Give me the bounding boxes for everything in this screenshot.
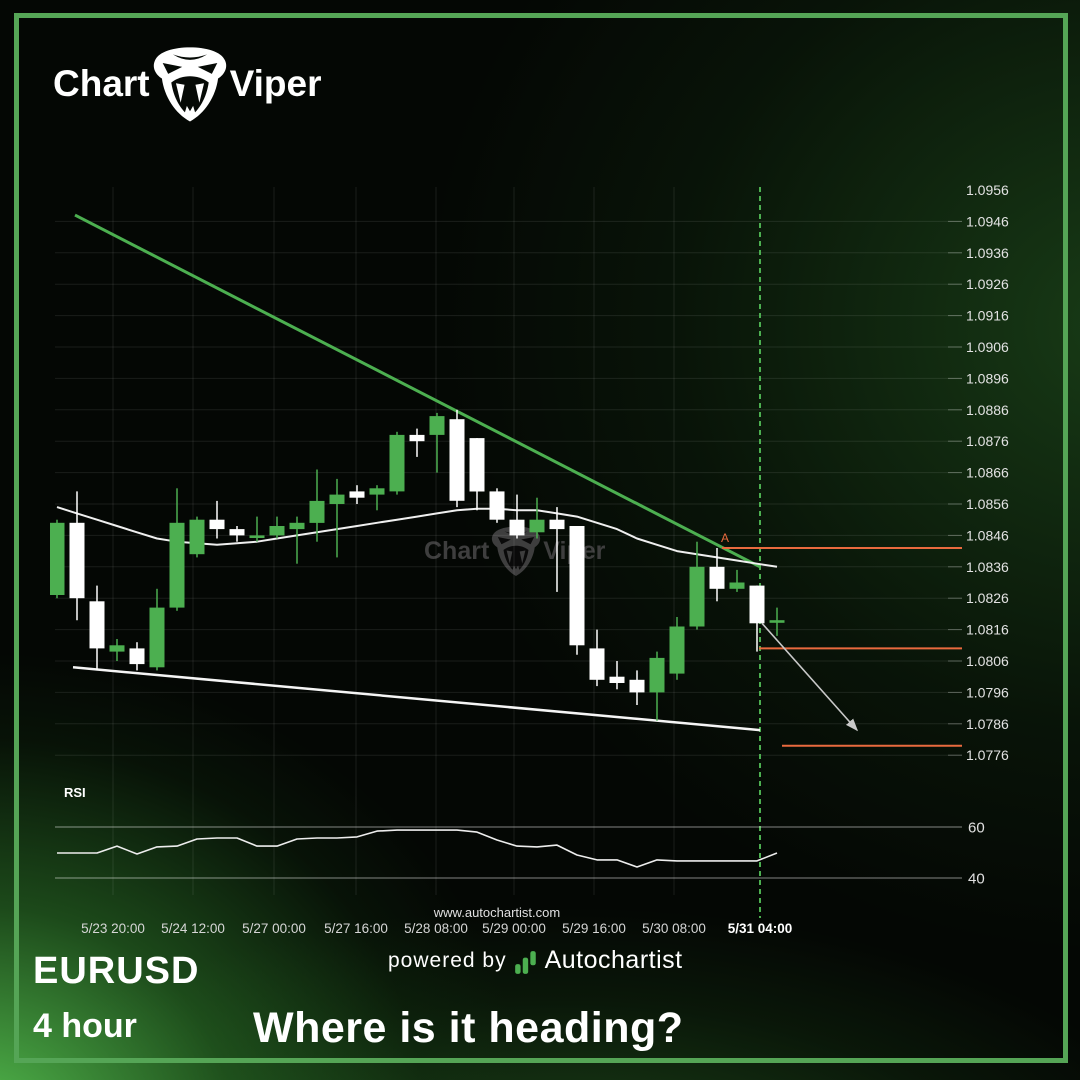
candle-body — [629, 679, 645, 693]
powered-by-text: powered by — [388, 948, 507, 972]
candle-body — [749, 585, 765, 624]
powered-by: powered by Autochartist — [388, 946, 683, 975]
price-axis-label: 1.0926 — [966, 276, 1009, 292]
candle-body — [669, 626, 685, 674]
candle-body — [289, 522, 305, 530]
price-axis-label: 1.0846 — [966, 527, 1009, 543]
candle-body — [249, 535, 265, 538]
candle-body — [189, 519, 205, 555]
candle-body — [409, 434, 425, 442]
trendline-lower-support — [72, 666, 761, 732]
candle-body — [389, 434, 405, 492]
candle-body — [589, 648, 605, 680]
price-axis-label: 1.0856 — [966, 496, 1009, 512]
candle-body — [709, 566, 725, 589]
website-url: www.autochartist.com — [433, 905, 560, 920]
rsi-line — [57, 829, 778, 868]
brand-logo: Chart Viper — [53, 44, 322, 124]
candle-body — [609, 676, 625, 683]
price-axis-label: 1.0836 — [966, 559, 1009, 575]
candle-body — [529, 519, 545, 533]
brand-text-right: Viper — [229, 63, 322, 104]
candle-body — [429, 416, 445, 435]
candle-body — [769, 620, 785, 623]
price-axis-label: 1.0916 — [966, 308, 1009, 324]
candle-body — [349, 491, 365, 498]
candle-body — [109, 645, 125, 652]
price-axis-label: 1.0786 — [966, 716, 1009, 732]
time-axis-label: 5/29 00:00 — [482, 921, 546, 936]
forecast-arrow — [761, 622, 859, 732]
candle-body — [129, 648, 145, 665]
time-axis-label: 5/30 08:00 — [642, 921, 706, 936]
timeframe-label: 4 hour — [33, 1007, 137, 1045]
price-axis-label: 1.0896 — [966, 370, 1009, 386]
price-axis-label: 1.0816 — [966, 622, 1009, 638]
price-axis-label: 1.0946 — [966, 213, 1009, 229]
rsi-level-label: 40 — [968, 871, 985, 888]
moving-average-line — [56, 506, 778, 568]
time-axis-label: 5/24 12:00 — [161, 921, 225, 936]
candles-layer — [50, 409, 785, 721]
price-axis-label: 1.0776 — [966, 747, 1009, 763]
time-axis-label: 5/27 16:00 — [324, 921, 388, 936]
brand-text-left: Chart — [53, 63, 150, 104]
time-axis-label: 5/29 16:00 — [562, 921, 626, 936]
candle-body — [489, 491, 505, 520]
candle-body — [149, 607, 165, 668]
candle-body — [509, 519, 525, 536]
candle-body — [89, 601, 105, 649]
candle-body — [50, 522, 65, 595]
symbol-label: EURUSD — [33, 950, 200, 992]
candle-body — [329, 494, 345, 504]
autochartist-bars-icon — [515, 949, 537, 975]
price-axis-label: 1.0796 — [966, 684, 1009, 700]
candle-body — [269, 526, 285, 536]
candle-body — [469, 438, 485, 492]
candle-body — [309, 500, 325, 523]
candle-body — [729, 582, 745, 589]
touch-point-label: A — [721, 531, 729, 545]
time-axis-label: 5/28 08:00 — [404, 921, 468, 936]
time-axis-label: 5/31 04:00 — [728, 921, 793, 936]
candle-body — [449, 419, 465, 501]
time-axis-label: 5/27 00:00 — [242, 921, 306, 936]
watermark-text-left: Chart — [424, 536, 490, 565]
candle-body — [689, 566, 705, 627]
price-axis-label: 1.0826 — [966, 590, 1009, 606]
candle-body — [549, 519, 565, 530]
rsi-level-label: 60 — [968, 820, 985, 837]
candle-body — [229, 529, 245, 536]
candle-body — [649, 657, 665, 693]
candle-body — [209, 519, 225, 530]
price-axis-label: 1.0876 — [966, 433, 1009, 449]
price-axis-label: 1.0866 — [966, 465, 1009, 481]
time-axis-label: 5/23 20:00 — [81, 921, 145, 936]
price-axis-label: 1.0956 — [966, 182, 1009, 198]
candle-body — [569, 526, 585, 646]
price-axis-label: 1.0906 — [966, 339, 1009, 355]
price-axis-label: 1.0806 — [966, 653, 1009, 669]
candle-body — [369, 488, 385, 495]
rsi-title: RSI — [64, 785, 86, 800]
price-axis-label: 1.0936 — [966, 245, 1009, 261]
candle-body — [69, 522, 85, 599]
autochartist-brand-text: Autochartist — [544, 946, 683, 974]
price-axis-label: 1.0886 — [966, 402, 1009, 418]
viper-head-icon — [151, 44, 229, 124]
headline-question: Where is it heading? — [253, 1004, 684, 1052]
candle-body — [169, 522, 185, 608]
trendline-descending-resistance — [74, 213, 761, 569]
